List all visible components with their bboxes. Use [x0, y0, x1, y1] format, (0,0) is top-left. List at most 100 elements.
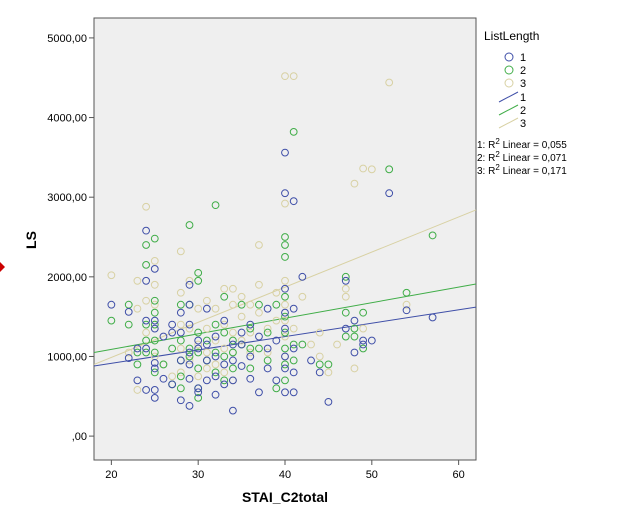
- data-point-series-3: [176, 288, 185, 297]
- data-point-series-3: [229, 284, 237, 293]
- data-point-series-3: [289, 324, 298, 333]
- data-point-series-1: [211, 332, 220, 341]
- data-point-series-1: [194, 344, 203, 353]
- data-point-series-2: [185, 221, 194, 229]
- data-point-series-2: [281, 328, 289, 337]
- data-point-series-2: [150, 320, 159, 329]
- legend-line-label: 3: [520, 118, 526, 130]
- legend-r2-stat: 2: R2 Linear = 0,071: [477, 150, 567, 164]
- data-point-series-3: [298, 292, 307, 301]
- data-point-series-2: [255, 344, 263, 353]
- data-point-series-1: [211, 390, 220, 399]
- x-tick-label: 30: [192, 469, 204, 481]
- data-point-series-2: [255, 300, 263, 309]
- data-point-series-3: [194, 304, 203, 313]
- x-tick-label: 60: [453, 469, 465, 481]
- data-point-series-1: [359, 340, 368, 349]
- data-point-series-3: [359, 164, 368, 173]
- y-tick-labels: ,00 1000,00 2000,00 3000,00 4000,00 5000,00: [47, 33, 87, 443]
- data-point-series-2: [281, 241, 289, 249]
- data-point-series-3: [211, 304, 220, 313]
- data-point-series-2: [281, 344, 289, 353]
- data-point-series-2: [237, 300, 246, 309]
- data-point-series-2: [150, 296, 159, 305]
- data-point-series-1: [341, 324, 350, 333]
- data-point-series-3: [220, 284, 229, 293]
- data-point-series-1: [281, 189, 289, 198]
- data-point-series-3: [176, 247, 185, 256]
- data-point-series-3: [237, 336, 246, 345]
- data-point-series-1: [194, 336, 203, 345]
- data-point-series-3: [246, 300, 255, 309]
- data-point-series-2: [428, 231, 437, 240]
- data-point-series-2: [229, 348, 237, 357]
- data-point-series-3: [124, 348, 133, 357]
- data-point-series-2: [142, 320, 150, 329]
- data-point-series-3: [211, 360, 220, 369]
- data-point-series-2: [289, 340, 298, 349]
- data-point-series-3: [281, 316, 289, 325]
- data-point-series-3: [150, 280, 159, 289]
- data-point-series-3: [133, 386, 142, 394]
- data-point-series-1: [272, 336, 281, 345]
- data-point-series-1: [359, 336, 368, 345]
- data-point-series-1: [150, 324, 159, 333]
- data-point-series-2: [263, 328, 272, 337]
- data-point-series-1: [185, 360, 194, 369]
- legend-line-3: [498, 117, 519, 129]
- data-point-series-2: [142, 260, 150, 269]
- legend-line-2: [498, 104, 519, 116]
- data-point-series-1: [229, 376, 237, 385]
- data-point-series-1: [220, 360, 229, 369]
- data-point-series-3: [194, 340, 203, 349]
- data-point-series-3: [272, 288, 281, 297]
- x-tick-label: 20: [105, 469, 117, 481]
- data-point-series-1: [246, 352, 255, 361]
- x-tick-labels: 20 30 40 50 60: [105, 469, 465, 481]
- data-point-series-3: [315, 328, 324, 337]
- data-point-series-1: [315, 368, 324, 377]
- data-point-series-1: [142, 276, 150, 285]
- data-point-series-1: [124, 307, 133, 316]
- data-point-series-2: [220, 376, 229, 385]
- data-point-series-1: [185, 348, 194, 357]
- legend-line-1: [498, 91, 519, 103]
- data-point-series-2: [176, 372, 185, 381]
- data-point-series-3: [385, 78, 394, 87]
- data-point-series-1: [211, 372, 220, 381]
- data-point-series-3: [263, 348, 272, 357]
- data-point-series-2: [194, 348, 203, 357]
- data-point-series-2: [133, 360, 142, 369]
- data-point-series-3: [255, 241, 263, 249]
- data-point-series-2: [211, 320, 220, 329]
- data-point-series-1: [289, 344, 298, 353]
- data-point-series-1: [255, 332, 263, 341]
- data-point-series-1: [281, 388, 289, 397]
- data-point-series-2: [220, 328, 229, 337]
- data-point-series-2: [176, 336, 185, 345]
- data-point-series-2: [211, 368, 220, 377]
- data-point-series-1: [150, 364, 159, 373]
- data-point-series-3: [246, 348, 255, 357]
- data-point-series-2: [350, 332, 359, 341]
- data-point-series-2: [385, 165, 394, 174]
- data-point-series-3: [281, 300, 289, 309]
- data-point-series-2: [281, 376, 289, 385]
- data-point-series-2: [185, 344, 194, 353]
- data-point-series-2: [168, 344, 177, 353]
- data-point-series-3: [133, 304, 142, 313]
- data-point-series-1: [237, 340, 246, 349]
- data-point-series-2: [220, 352, 229, 361]
- data-point-series-1: [133, 376, 142, 385]
- data-point-series-3: [142, 296, 150, 305]
- data-point-series-1: [202, 376, 211, 385]
- data-point-series-2: [246, 364, 255, 373]
- data-point-series-2: [150, 348, 159, 357]
- data-point-series-1: [176, 328, 185, 337]
- data-point-series-1: [237, 362, 246, 370]
- data-point-series-2: [341, 308, 350, 317]
- y-tick-label: 2000,00: [47, 272, 87, 284]
- data-point-series-1: [185, 374, 194, 383]
- data-point-series-1: [202, 340, 211, 349]
- y-tick-label: ,00: [72, 431, 87, 443]
